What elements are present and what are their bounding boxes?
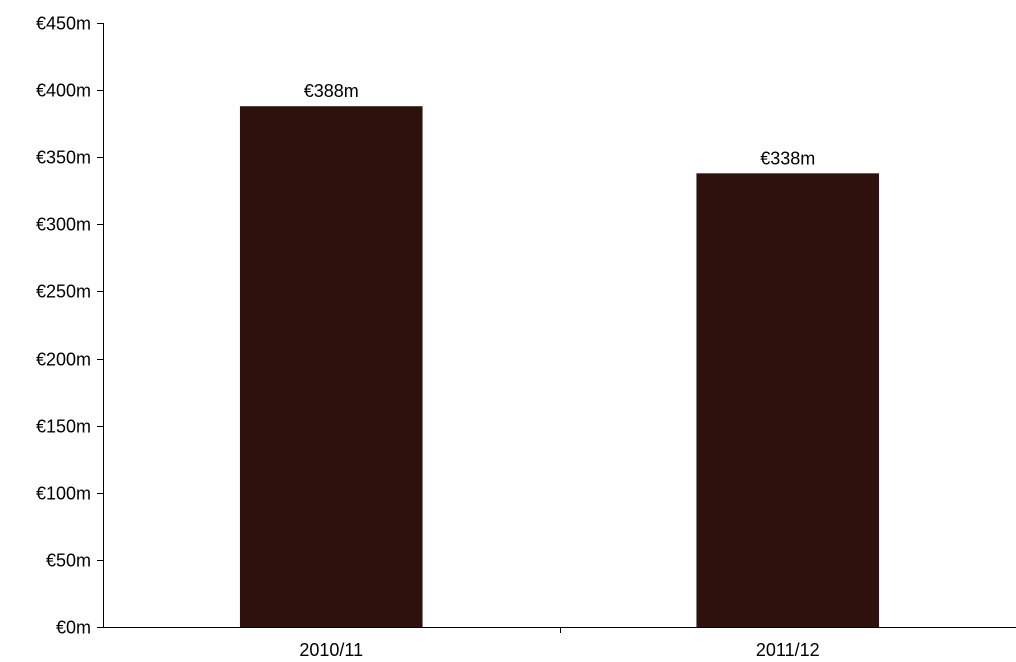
- y-tick-label: €400m: [36, 81, 91, 101]
- bar-2010-11: [239, 106, 423, 628]
- y-tick-label: €100m: [36, 484, 91, 504]
- y-tick-label: €300m: [36, 215, 91, 235]
- x-category-label: 2010/11: [299, 640, 363, 660]
- data-labels: €388m €338m: [304, 81, 816, 168]
- y-tick-label: €450m: [36, 14, 91, 34]
- x-axis-ticks: 2010/11 2011/12: [299, 627, 820, 660]
- y-tick-label: €150m: [36, 417, 91, 437]
- bars: [239, 106, 880, 628]
- bar-value-label: €338m: [760, 148, 815, 168]
- x-category-label: 2011/12: [756, 640, 820, 660]
- bar-2011-12: [696, 173, 880, 627]
- y-tick-label: €200m: [36, 350, 91, 370]
- bar-value-label: €388m: [304, 81, 359, 101]
- y-tick-label: €250m: [36, 282, 91, 302]
- y-tick-label: €350m: [36, 148, 91, 168]
- y-tick-label: €0m: [56, 618, 91, 638]
- y-axis-ticks: €0m €50m €100m €150m €200m €250m €300m €350m €40…: [36, 14, 103, 638]
- y-tick-label: €50m: [46, 551, 91, 571]
